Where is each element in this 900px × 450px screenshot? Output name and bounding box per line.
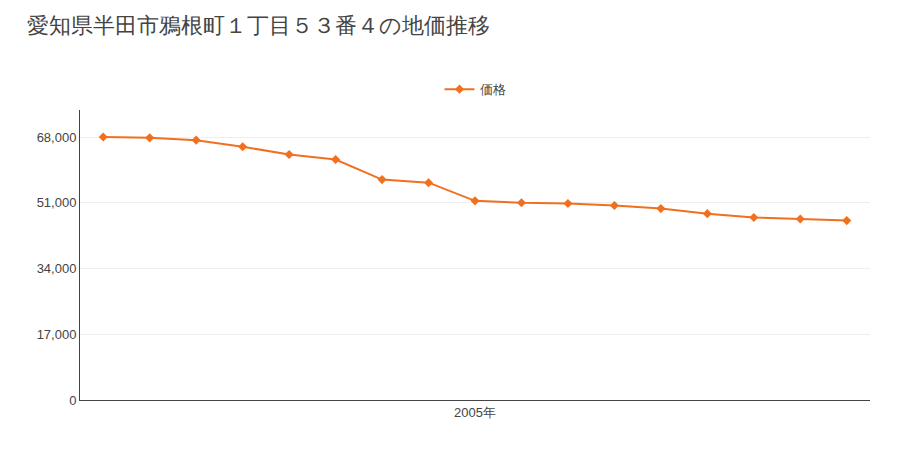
svg-text:17,000: 17,000: [37, 327, 77, 342]
svg-text:愛知県半田市鴉根町１丁目５３番４の地価推移: 愛知県半田市鴉根町１丁目５３番４の地価推移: [27, 13, 490, 38]
svg-text:68,000: 68,000: [37, 130, 77, 145]
svg-text:2005年: 2005年: [454, 405, 496, 420]
svg-text:価格: 価格: [480, 82, 506, 97]
svg-text:34,000: 34,000: [37, 261, 77, 276]
svg-text:0: 0: [69, 393, 76, 408]
svg-text:51,000: 51,000: [37, 195, 77, 210]
